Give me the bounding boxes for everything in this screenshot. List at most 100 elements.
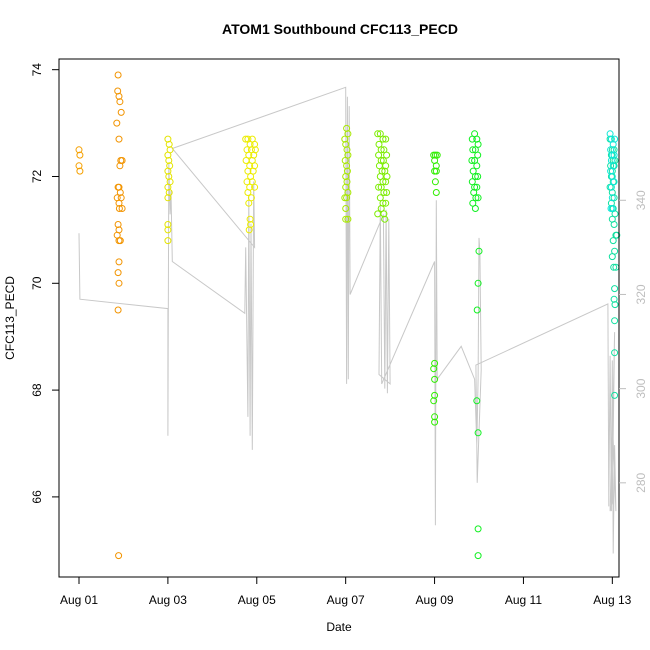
data-point xyxy=(243,178,251,186)
data-point xyxy=(473,397,481,405)
data-point xyxy=(244,189,252,196)
data-point xyxy=(473,183,481,191)
x-tick-label: Aug 11 xyxy=(505,593,542,607)
data-point xyxy=(607,183,615,191)
data-point xyxy=(376,173,384,180)
y2-tick-label: 300 xyxy=(634,378,648,398)
data-point xyxy=(164,221,172,228)
data-point xyxy=(376,130,384,138)
x-tick-label: Aug 03 xyxy=(149,593,187,607)
data-point xyxy=(246,215,254,223)
y-tick-label: 74 xyxy=(30,63,44,77)
y-tick-label: 66 xyxy=(30,490,44,504)
data-point xyxy=(374,130,382,138)
data-point xyxy=(115,258,123,266)
data-point xyxy=(382,135,390,143)
data-point xyxy=(474,173,482,180)
data-point xyxy=(381,215,389,223)
x-axis: Aug 01 Aug 03 Aug 05 Aug 07 Aug 09 Aug 11 Aug … xyxy=(60,577,632,607)
data-point xyxy=(115,92,123,100)
data-point xyxy=(116,162,124,170)
data-point xyxy=(473,306,481,314)
data-point xyxy=(471,205,479,212)
data-point xyxy=(610,221,618,228)
x-tick-label: Aug 01 xyxy=(60,593,98,607)
data-point xyxy=(342,205,350,212)
data-point xyxy=(471,183,479,191)
data-point xyxy=(375,151,383,159)
x-tick-label: Aug 05 xyxy=(238,593,276,607)
data-point xyxy=(116,98,124,106)
data-point xyxy=(344,215,352,223)
data-point xyxy=(613,231,621,239)
data-point xyxy=(380,189,388,196)
data-point xyxy=(611,301,619,309)
data-point xyxy=(375,162,383,170)
data-point xyxy=(115,279,123,287)
data-point xyxy=(383,151,391,159)
data-point xyxy=(430,365,438,373)
x-tick-label: Aug 13 xyxy=(593,593,631,607)
data-point xyxy=(431,375,439,383)
data-point xyxy=(377,183,385,191)
data-point xyxy=(383,189,391,196)
data-point xyxy=(433,151,441,159)
data-point xyxy=(472,194,480,202)
data-point xyxy=(247,194,255,202)
data-point xyxy=(610,151,618,159)
data-point xyxy=(374,210,382,218)
data-point xyxy=(117,108,125,116)
y-axis: 66 68 70 72 74 xyxy=(30,63,59,504)
y2-axis: 280 300 320 340 xyxy=(619,190,648,493)
data-point xyxy=(382,199,390,207)
data-point xyxy=(611,135,619,143)
data-point xyxy=(431,418,439,426)
data-point xyxy=(249,167,257,175)
data-point xyxy=(76,151,84,159)
y2-tick-label: 320 xyxy=(634,284,648,304)
y-tick-label: 68 xyxy=(30,383,44,397)
data-point xyxy=(247,221,255,228)
data-point xyxy=(611,391,619,399)
y-tick-label: 70 xyxy=(30,276,44,290)
data-point xyxy=(608,253,616,261)
data-point xyxy=(473,162,481,170)
data-point xyxy=(114,269,122,277)
data-point xyxy=(165,157,173,164)
y-axis-label: CFC113_PECD xyxy=(3,276,17,360)
data-point xyxy=(377,205,385,212)
data-point xyxy=(611,317,619,325)
y2-tick-label: 280 xyxy=(634,472,648,492)
data-point xyxy=(251,146,259,154)
data-point xyxy=(608,194,616,202)
data-point xyxy=(610,295,618,303)
data-point xyxy=(251,183,259,191)
data-point xyxy=(344,151,352,159)
y-tick-label: 72 xyxy=(30,169,44,183)
data-point xyxy=(251,140,259,148)
data-point xyxy=(242,135,250,143)
data-point xyxy=(611,210,619,218)
data-point xyxy=(431,413,439,421)
data-point xyxy=(76,167,84,175)
data-point xyxy=(342,215,350,223)
data-point xyxy=(474,525,482,533)
data-point xyxy=(431,178,439,186)
data-point xyxy=(474,151,482,159)
data-point xyxy=(75,162,83,170)
plot-frame xyxy=(58,58,620,578)
data-point xyxy=(244,167,252,175)
data-point xyxy=(115,552,123,560)
data-point xyxy=(343,146,351,154)
data-point xyxy=(471,173,479,180)
data-point xyxy=(376,194,384,202)
data-point xyxy=(375,183,383,191)
data-point xyxy=(341,135,349,143)
y2-tick-label: 340 xyxy=(634,190,648,210)
data-point xyxy=(432,189,440,196)
data-point xyxy=(611,349,619,357)
data-point xyxy=(431,359,439,367)
data-point xyxy=(164,237,172,245)
